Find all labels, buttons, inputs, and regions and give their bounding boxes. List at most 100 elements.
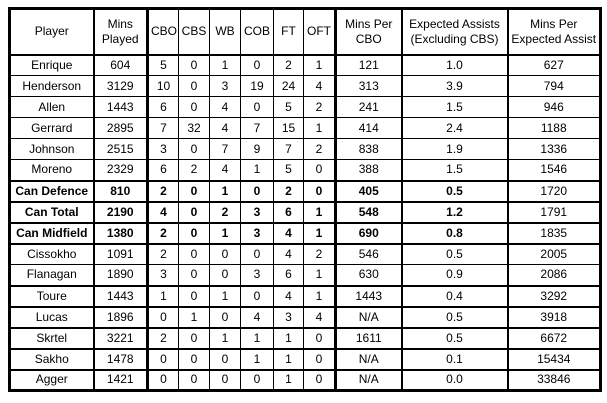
header-cell-player: Player — [9, 8, 95, 56]
player-name-cell: Allen — [9, 96, 95, 118]
header-cell-ft: FT — [273, 8, 304, 56]
table-cell: 0 — [178, 348, 210, 371]
table-cell: 7 — [209, 138, 241, 160]
header-cell-cob: COB — [240, 8, 274, 56]
table-cell: 627 — [507, 54, 601, 76]
table-cell: 0.5 — [401, 243, 509, 265]
player-name-cell: Henderson — [9, 75, 95, 97]
table-row-moreno: Moreno 2329 6 2 4 1 5 0 388 1.5 1546 — [9, 159, 601, 182]
table-cell: 0 — [303, 159, 337, 182]
table-cell: 0.4 — [401, 285, 509, 308]
table-cell: 1478 — [93, 348, 149, 371]
table-cell: 0 — [147, 348, 179, 371]
table-cell: 1835 — [507, 222, 601, 245]
table-cell: N/A — [335, 369, 403, 391]
table-cell: 0 — [303, 180, 337, 203]
table-cell: 4 — [273, 243, 304, 265]
table-cell: 1 — [273, 327, 304, 350]
table-cell: 1091 — [93, 243, 149, 265]
table-cell: 1380 — [93, 222, 149, 245]
table-cell: 1890 — [93, 264, 149, 287]
table-cell: 1896 — [93, 306, 149, 329]
table-cell: 2895 — [93, 117, 149, 139]
table-cell: 1 — [303, 54, 337, 76]
table-cell: 1443 — [335, 285, 403, 308]
table-cell: 0 — [178, 54, 210, 76]
table-cell: 3 — [240, 201, 274, 224]
table-cell: 6 — [273, 264, 304, 287]
table-cell: 2 — [303, 243, 337, 265]
table-cell: 0 — [178, 243, 210, 265]
player-name-cell: Can Defence — [9, 180, 95, 203]
table-cell: 3 — [240, 264, 274, 287]
table-cell: 1 — [303, 264, 337, 287]
table-cell: 0 — [147, 306, 179, 329]
table-cell: 9 — [240, 138, 274, 160]
table-cell: 2 — [273, 180, 304, 203]
table-cell: 2515 — [93, 138, 149, 160]
table-cell: 7 — [147, 117, 179, 139]
table-cell: 0.5 — [401, 180, 509, 203]
table-cell: 0 — [178, 138, 210, 160]
header-row: Player Mins Played CBO CBS WB COB FT OFT Mins Pe… — [9, 8, 601, 56]
table-cell: 19 — [240, 75, 274, 97]
table-cell: 1 — [178, 306, 210, 329]
table-cell: 0 — [178, 180, 210, 203]
table-cell: 6 — [273, 201, 304, 224]
table-cell: 4 — [209, 159, 241, 182]
player-name-cell: Sakho — [9, 348, 95, 371]
table-cell: 0.8 — [401, 222, 509, 245]
table-cell: 1546 — [507, 159, 601, 182]
table-cell: 4 — [303, 75, 337, 97]
table-cell: 0 — [240, 285, 274, 308]
table-cell: 0 — [240, 54, 274, 76]
table-cell: 810 — [93, 180, 149, 203]
player-name-cell: Agger — [9, 369, 95, 391]
table-cell: 946 — [507, 96, 601, 118]
table-cell: 1 — [273, 369, 304, 391]
table-cell: 1 — [147, 285, 179, 308]
table-cell: 1 — [209, 222, 241, 245]
table-cell: 0 — [178, 222, 210, 245]
player-name-cell: Can Total — [9, 201, 95, 224]
table-cell: 0.0 — [401, 369, 509, 391]
table-cell: 0 — [209, 348, 241, 371]
table-cell: 1 — [240, 348, 274, 371]
table-cell: 414 — [335, 117, 403, 139]
table-cell: 0 — [178, 285, 210, 308]
table-cell: 1 — [209, 327, 241, 350]
table-cell: 3918 — [507, 306, 601, 329]
header-cell-oft: OFT — [303, 8, 337, 56]
table-row-cissokho: Cissokho 1091 2 0 0 0 4 2 546 0.5 2005 — [9, 243, 601, 265]
table-cell: 0.5 — [401, 327, 509, 350]
table-cell: 4 — [303, 306, 337, 329]
table-cell: 1 — [303, 285, 337, 308]
table-cell: 33846 — [507, 369, 601, 391]
table-cell: 1.9 — [401, 138, 509, 160]
table-cell: 0.9 — [401, 264, 509, 287]
table-row-johnson: Johnson 2515 3 0 7 9 7 2 838 1.9 1336 — [9, 138, 601, 160]
table-row-skrtel: Skrtel 3221 2 0 1 1 1 0 1611 0.5 6672 — [9, 327, 601, 350]
player-name-cell: Skrtel — [9, 327, 95, 350]
table-row-sakho: Sakho 1478 0 0 0 1 1 0 N/A 0.1 15434 — [9, 348, 601, 371]
table-cell: 1421 — [93, 369, 149, 391]
table-cell: 2086 — [507, 264, 601, 287]
table-cell: 1 — [240, 159, 274, 182]
table-row-gerrard: Gerrard 2895 7 32 4 7 15 1 414 2.4 1188 — [9, 117, 601, 139]
player-name-cell: Flanagan — [9, 264, 95, 287]
table-cell: 4 — [273, 222, 304, 245]
table-header: Player Mins Played CBO CBS WB COB FT OFT Mins Pe… — [9, 8, 601, 56]
table-cell: 0.5 — [401, 306, 509, 329]
table-cell: 4 — [209, 96, 241, 118]
table-cell: 0 — [178, 264, 210, 287]
header-cell-wb: WB — [209, 8, 241, 56]
table-cell: 1 — [303, 222, 337, 245]
table-cell: 3 — [273, 306, 304, 329]
table-cell: 121 — [335, 54, 403, 76]
table-row-toure: Toure 1443 1 0 1 0 4 1 1443 0.4 3292 — [9, 285, 601, 308]
table-cell: 241 — [335, 96, 403, 118]
table-cell: 838 — [335, 138, 403, 160]
table-cell: 0 — [303, 348, 337, 371]
table-cell: 0 — [209, 306, 241, 329]
table-cell: 3292 — [507, 285, 601, 308]
